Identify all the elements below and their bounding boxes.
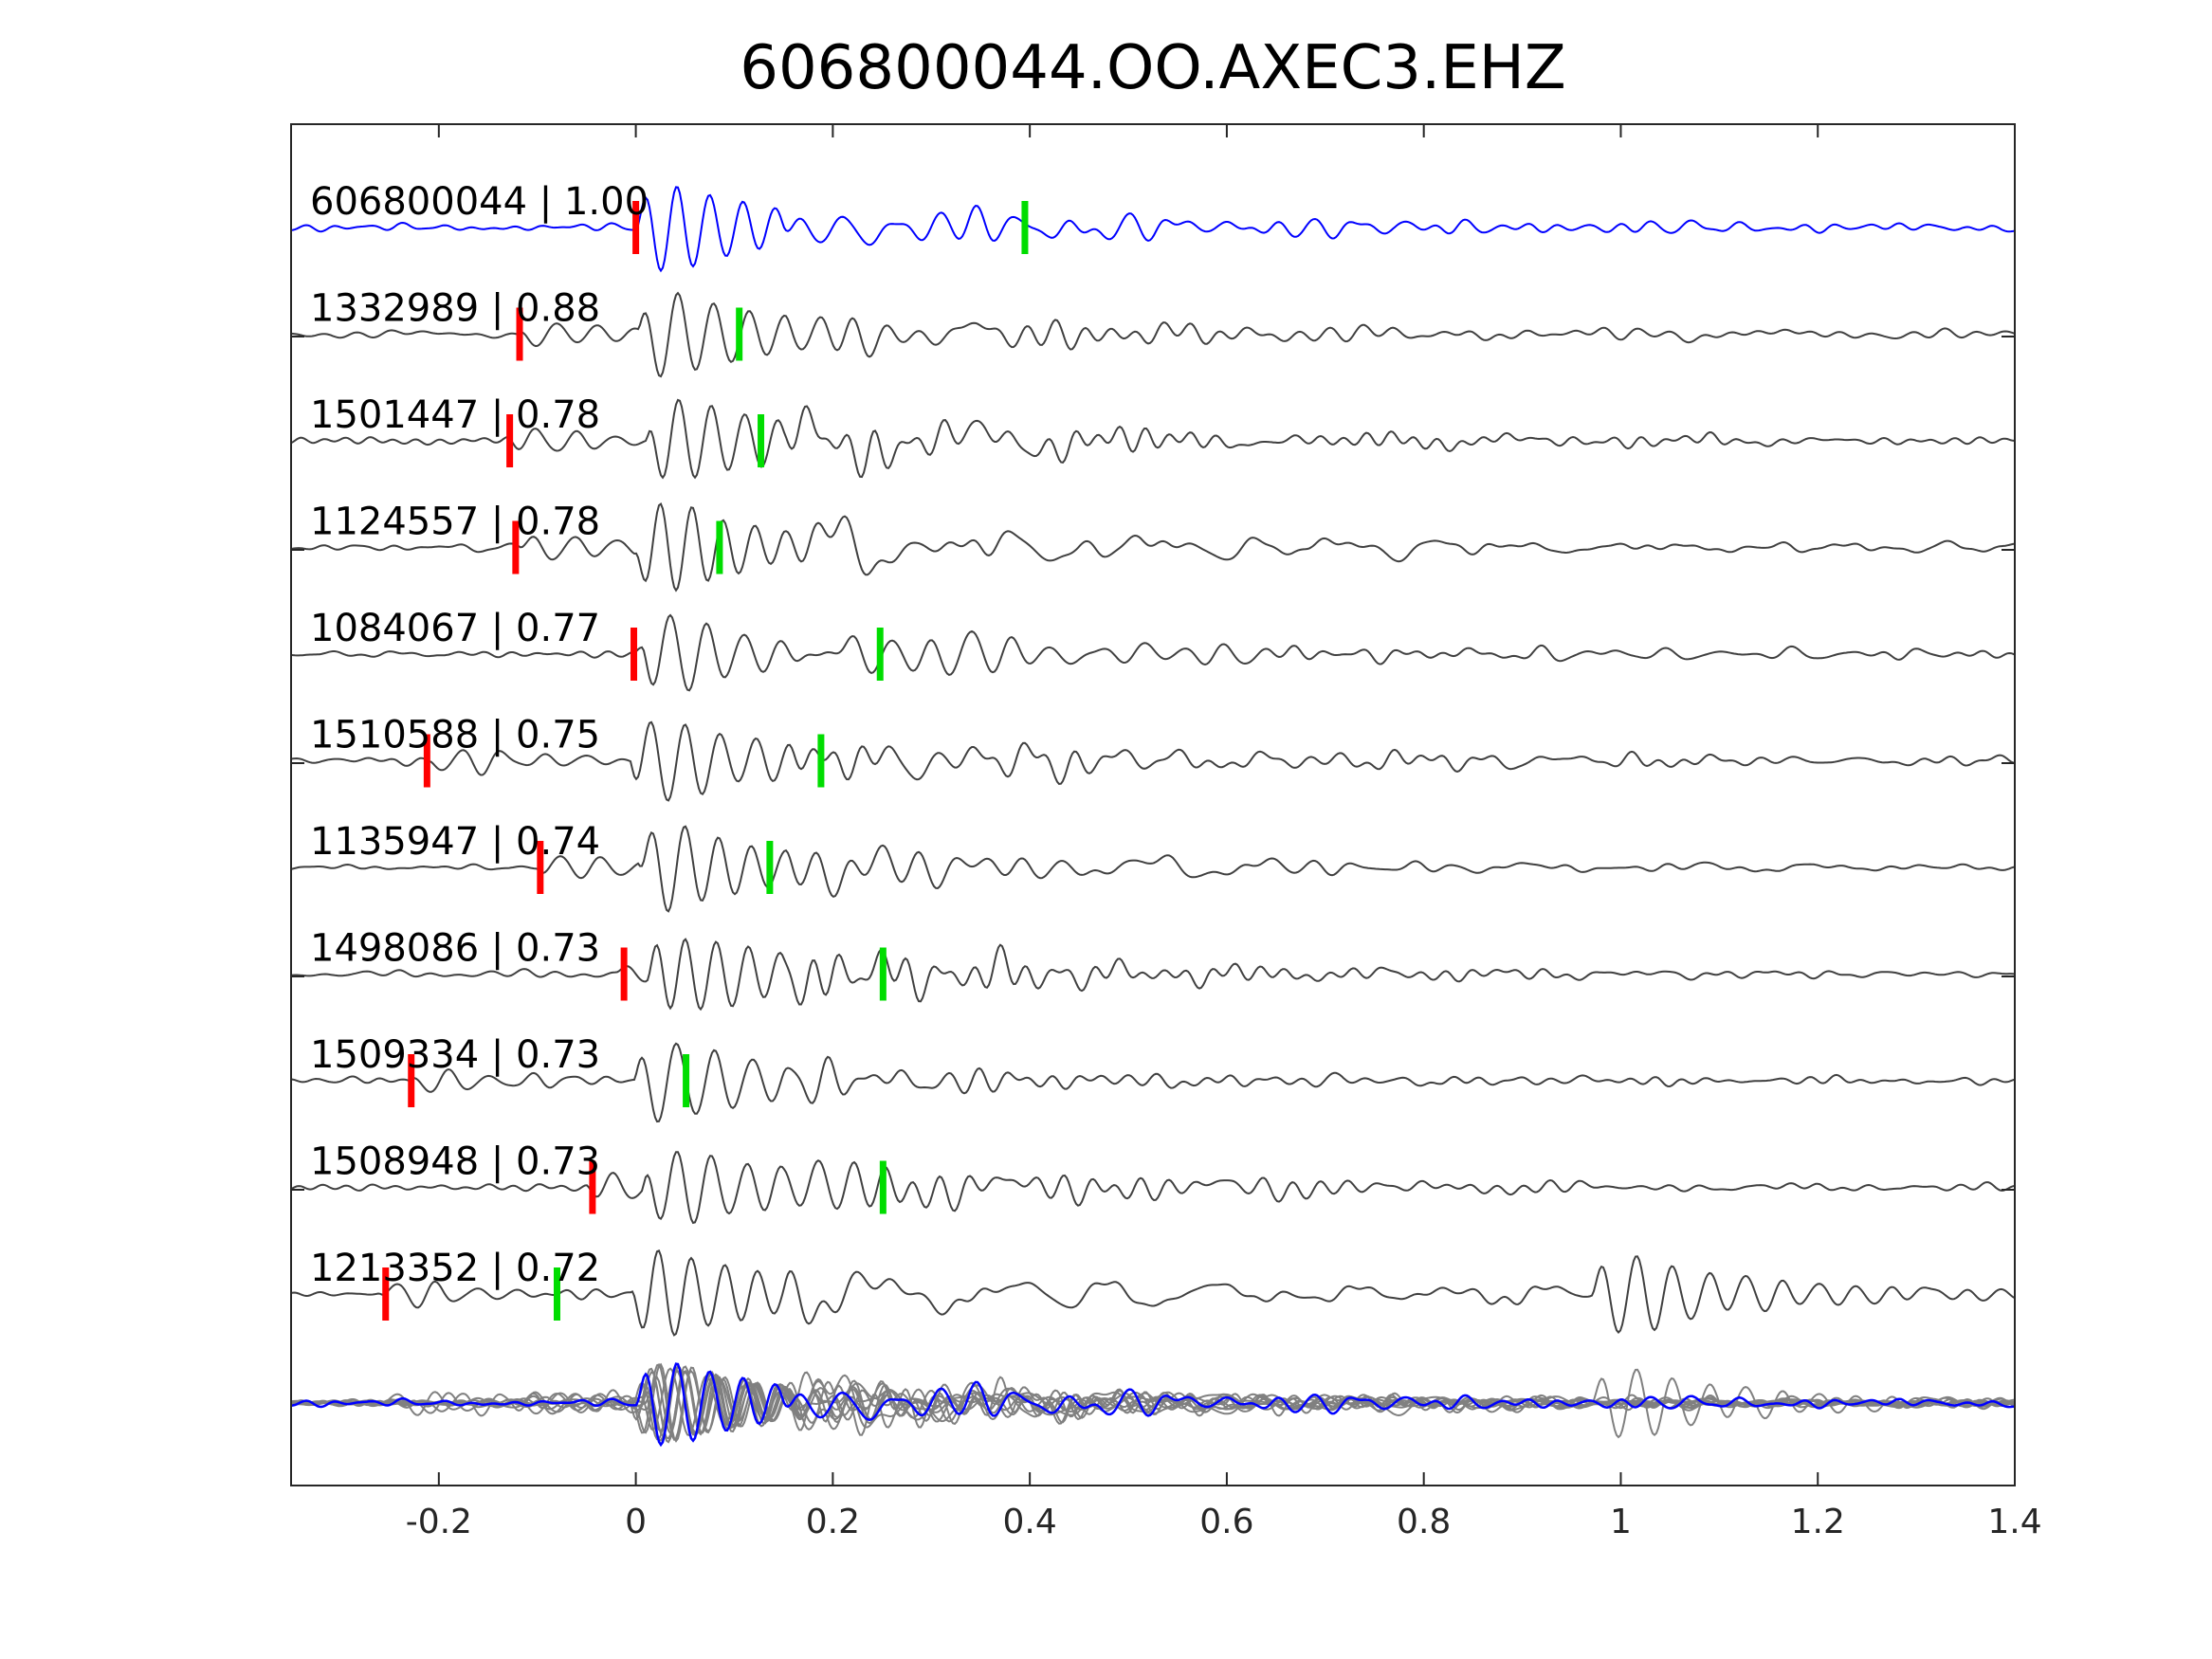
overlay-trace-3 [290,1362,2016,1443]
trace-4 [290,613,2016,692]
phase-picks [382,201,1029,1321]
trace-label-10: 1213352 | 0.72 [310,1247,600,1290]
chart-title: 606800044.OO.AXEC3.EHZ [740,33,1566,103]
trace-5 [290,720,2016,802]
trace-6 [290,825,2016,913]
trace-label-7: 1498086 | 0.73 [310,927,600,971]
trace-label-2: 1501447 | 0.78 [310,393,600,437]
trace-label-5: 1510588 | 0.75 [310,714,600,757]
xtick-label-6: 1 [1610,1503,1632,1541]
xtick-label-3: 0.4 [1003,1503,1057,1541]
trace-1 [290,291,2016,378]
trace-3 [290,502,2016,592]
trace-8 [290,1042,2016,1123]
trace-label-1: 1332989 | 0.88 [310,287,600,331]
trace-9 [290,1151,2016,1225]
trace-2 [290,398,2016,480]
overlay-stack [290,1362,2016,1448]
xtick-label-2: 0.2 [806,1503,860,1541]
trace-7 [291,938,2016,1012]
x-axis: -0.2 0 0.2 0.4 0.6 0.8 1 1.2 1.4 [406,124,2042,1541]
trace-label-4: 1084067 | 0.77 [310,607,600,650]
xtick-label-1: 0 [625,1503,647,1541]
trace-label-9: 1508948 | 0.73 [310,1140,600,1184]
trace-labels: 606800044 | 1.00 1332989 | 0.88 1501447 | … [310,180,649,1290]
xtick-label-5: 0.8 [1397,1503,1451,1541]
trace-label-8: 1509334 | 0.73 [310,1033,600,1077]
trace-0 [290,186,2016,273]
xtick-label-8: 1.4 [1987,1503,2041,1541]
trace-label-0: 606800044 | 1.00 [310,180,649,224]
trace-label-6: 1135947 | 0.74 [310,820,600,864]
axes-frame [290,123,2016,1486]
trace-stack [290,186,2016,1337]
xtick-label-4: 0.6 [1199,1503,1253,1541]
trace-10 [290,1249,2016,1337]
xtick-label-7: 1.2 [1791,1503,1845,1541]
xtick-label-0: -0.2 [406,1503,472,1541]
trace-label-3: 1124557 | 0.78 [310,501,600,544]
overlay-reference [290,1362,2016,1448]
y-ticks [291,336,2015,1191]
